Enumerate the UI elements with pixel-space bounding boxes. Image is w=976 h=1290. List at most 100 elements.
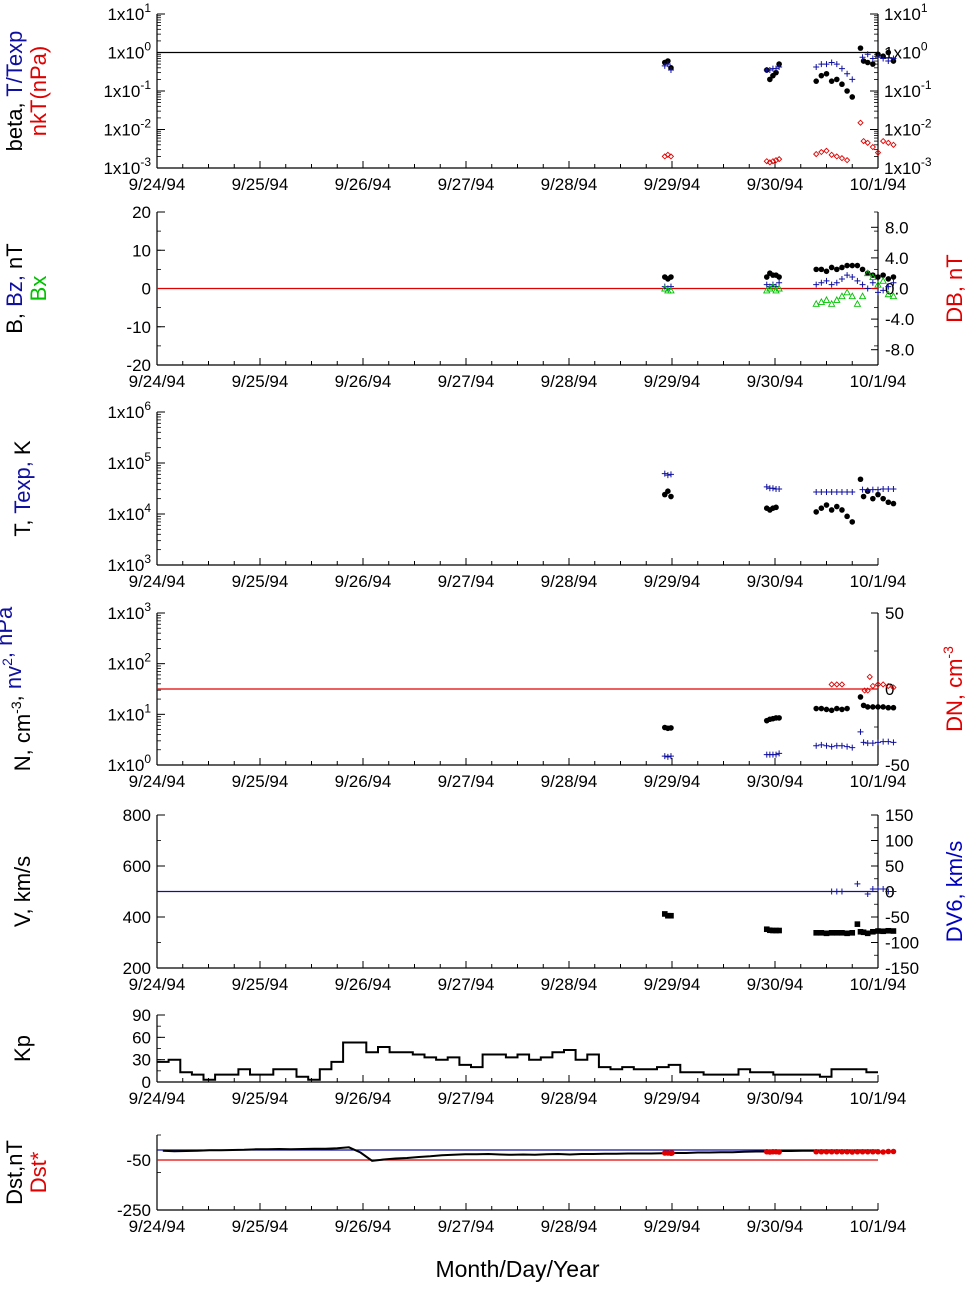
data-point (864, 139, 871, 146)
data-point (776, 274, 782, 280)
data-point (763, 286, 771, 294)
data-point (763, 158, 770, 165)
data-point (890, 1148, 897, 1155)
data-point (828, 281, 835, 288)
y-tick-label: 1x101 (107, 1, 151, 24)
data-point (767, 927, 773, 934)
data-point (839, 1148, 845, 1155)
y-tick-label: 30 (132, 1051, 151, 1070)
data-point (838, 155, 846, 162)
x-tick-label: 9/28/94 (541, 1089, 598, 1108)
y-tick-label: 1x102 (107, 651, 151, 674)
data-point (870, 1148, 876, 1155)
data-point (838, 65, 845, 72)
data-point (866, 673, 873, 680)
data-point (766, 67, 773, 74)
data-point (874, 681, 882, 688)
data-point (885, 704, 892, 711)
y-tick-label-right: -4.0 (885, 310, 914, 329)
data-point (667, 753, 674, 760)
data-point (860, 929, 867, 936)
data-point (833, 153, 840, 160)
y-tick-label: 1x101 (107, 701, 151, 724)
data-point (875, 54, 881, 61)
data-point (844, 489, 851, 495)
x-tick-label: 9/29/94 (644, 1089, 701, 1108)
data-point (890, 55, 897, 62)
y-tick-label-right: 1x10-1 (884, 78, 932, 101)
x-tick-label: 9/25/94 (232, 1089, 289, 1108)
data-point (844, 1148, 850, 1155)
data-point (664, 753, 671, 760)
data-point (828, 707, 835, 714)
data-point (864, 270, 871, 277)
data-point (885, 927, 892, 934)
data-point (668, 274, 674, 280)
data-point (885, 58, 892, 65)
data-point (769, 158, 777, 165)
y-tick-label-right: 1x101 (884, 1, 928, 24)
data-point (860, 137, 867, 145)
x-tick-label: 9/27/94 (438, 772, 495, 791)
data-point (869, 885, 876, 892)
x-tick-label: 9/26/94 (335, 975, 392, 994)
data-point (849, 930, 856, 936)
data-point (828, 507, 835, 513)
data-point (880, 272, 886, 278)
data-point (870, 928, 876, 935)
y-axis-right-label: DV6, km/s (942, 841, 967, 942)
data-point (879, 276, 887, 284)
data-point (818, 1148, 825, 1155)
y-tick-label-right: 8.0 (885, 218, 909, 237)
data-point (844, 705, 850, 712)
y-tick-label-right: -50 (885, 908, 910, 927)
data-point (818, 741, 825, 748)
data-point (766, 159, 773, 166)
data-point (813, 281, 820, 288)
data-point (828, 151, 835, 158)
y-tick-label: 20 (132, 203, 151, 222)
data-point (890, 500, 897, 507)
data-point (770, 927, 776, 934)
data-point (875, 739, 881, 746)
x-axis-title: Month/Day/Year (435, 1256, 599, 1282)
data-point (857, 476, 864, 483)
data-point (885, 49, 892, 56)
y-tick-label: 60 (132, 1028, 151, 1047)
y-axis-label: Dst,nT (2, 1140, 27, 1205)
data-point (772, 286, 780, 294)
data-point (859, 281, 866, 288)
data-point (823, 1148, 830, 1155)
data-point (665, 488, 671, 494)
x-tick-label: 9/30/94 (747, 572, 804, 591)
x-tick-label: 9/26/94 (335, 1089, 392, 1108)
y-tick-label-right: -150 (885, 959, 919, 978)
y-tick-label: 200 (123, 959, 151, 978)
data-point (669, 1150, 675, 1156)
x-tick-label: 9/28/94 (541, 772, 598, 791)
data-point (880, 704, 886, 710)
data-point (870, 704, 876, 710)
data-point (838, 888, 845, 895)
data-point (889, 292, 898, 300)
x-tick-label: 9/29/94 (644, 572, 701, 591)
data-point (849, 489, 856, 495)
data-point (869, 273, 877, 280)
data-point (844, 70, 851, 77)
x-tick-label: 9/26/94 (335, 372, 392, 391)
data-point (661, 284, 669, 292)
data-point (822, 296, 831, 303)
panel-velocity: 9/24/94 9/25/94 9/26/94 9/27/94 9/28/94 9/29/… (10, 806, 967, 994)
data-point (857, 694, 864, 700)
x-tick-label: 9/27/94 (438, 372, 495, 391)
data-point (661, 470, 668, 477)
x-tick-label: 10/1/94 (850, 975, 907, 994)
x-tick-label: 9/30/94 (747, 975, 804, 994)
x-tick-label: 9/30/94 (747, 1217, 804, 1236)
x-tick-label: 9/30/94 (747, 372, 804, 391)
data-point (818, 505, 825, 511)
data-point (823, 930, 830, 937)
data-point (885, 738, 892, 745)
data-point (869, 279, 876, 286)
